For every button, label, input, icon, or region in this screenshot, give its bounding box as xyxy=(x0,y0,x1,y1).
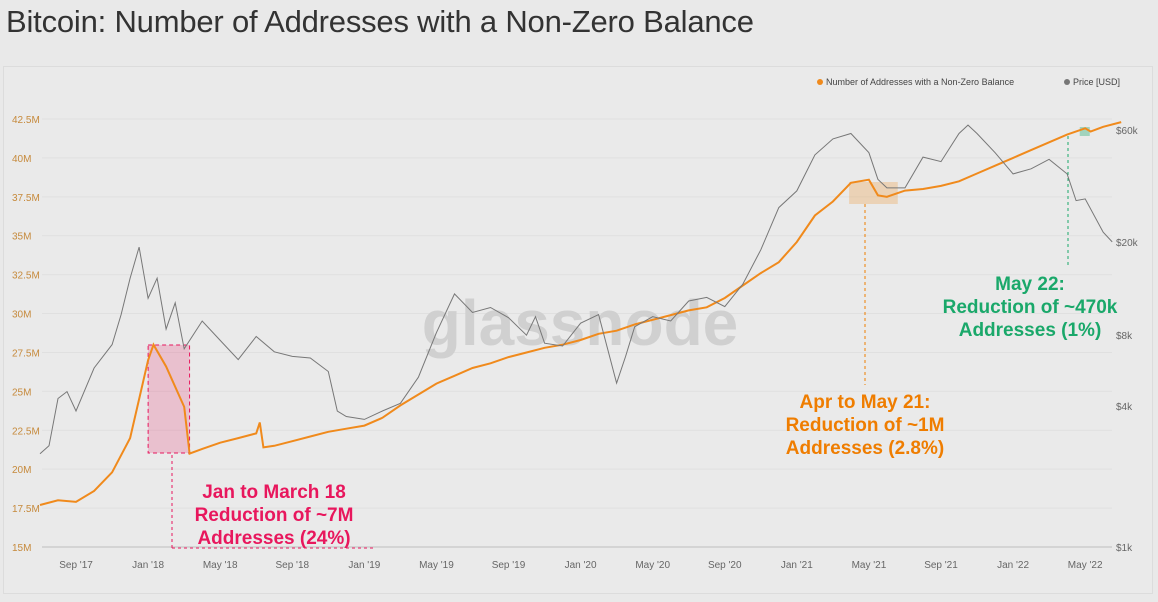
left-axis-tick-label: 27.5M xyxy=(12,348,40,359)
x-axis-tick-label: May '20 xyxy=(635,560,670,571)
annotation-text: Addresses (24%) xyxy=(197,528,350,549)
series-line-price xyxy=(39,124,1113,455)
x-axis-tick-label: Jan '21 xyxy=(781,560,813,571)
annotation-text: Reduction of ~7M xyxy=(195,505,354,526)
x-axis-tick-label: Sep '18 xyxy=(275,560,309,571)
x-axis-tick-label: Sep '19 xyxy=(492,560,526,571)
annotation-text: Reduction of ~1M xyxy=(786,415,945,436)
right-axis-tick-label: $4k xyxy=(1116,402,1133,413)
left-axis-tick-label: 40M xyxy=(12,154,31,165)
highlight-box-jan-mar-18 xyxy=(147,344,191,454)
annotation-text: Reduction of ~470k xyxy=(943,297,1118,318)
left-axis-tick-label: 20M xyxy=(12,465,31,476)
right-axis-tick-label: $20k xyxy=(1116,238,1139,249)
x-axis-tick-label: May '19 xyxy=(419,560,454,571)
right-axis-tick-label: $60k xyxy=(1116,126,1139,137)
left-axis-tick-label: 35M xyxy=(12,232,31,243)
x-axis-tick-label: Sep '17 xyxy=(59,560,93,571)
legend-label: Number of Addresses with a Non-Zero Bala… xyxy=(826,77,1014,87)
legend-label: Price [USD] xyxy=(1073,77,1120,87)
annotation-text: Apr to May 21: xyxy=(800,392,931,413)
left-axis-tick-label: 15M xyxy=(12,543,31,554)
series-line-addresses xyxy=(39,121,1122,506)
left-axis-tick-label: 32.5M xyxy=(12,271,40,282)
highlight-box-may-22 xyxy=(1079,127,1090,136)
watermark-logo: glassnode xyxy=(422,287,739,359)
left-axis-tick-label: 37.5M xyxy=(12,193,40,204)
chart-panel xyxy=(3,66,1153,594)
x-axis-tick-label: May '22 xyxy=(1068,560,1103,571)
x-axis-tick-label: Jan '20 xyxy=(565,560,597,571)
x-axis-tick-label: Sep '20 xyxy=(708,560,742,571)
left-axis-tick-label: 25M xyxy=(12,387,31,398)
page-title: Bitcoin: Number of Addresses with a Non-… xyxy=(6,4,754,39)
legend-marker xyxy=(817,79,823,85)
x-axis-tick-label: May '21 xyxy=(852,560,887,571)
x-axis-tick-label: Jan '18 xyxy=(132,560,164,571)
x-axis-tick-label: Sep '21 xyxy=(924,560,958,571)
legend-marker xyxy=(1064,79,1070,85)
right-axis-tick-label: $8k xyxy=(1116,331,1133,342)
annotation-text: May 22: xyxy=(995,274,1065,295)
left-axis-tick-label: 22.5M xyxy=(12,426,40,437)
annotation-text: Addresses (2.8%) xyxy=(786,438,944,459)
left-axis-tick-label: 30M xyxy=(12,310,31,321)
left-axis-tick-label: 17.5M xyxy=(12,504,40,515)
x-axis-tick-label: Jan '22 xyxy=(997,560,1029,571)
annotation-text: Addresses (1%) xyxy=(959,320,1102,341)
highlight-box-apr-may-21 xyxy=(849,182,898,204)
left-axis-tick-label: 42.5M xyxy=(12,115,40,126)
annotation-text: Jan to March 18 xyxy=(202,482,346,503)
x-axis-tick-label: May '18 xyxy=(203,560,238,571)
right-axis-tick-label: $1k xyxy=(1116,543,1133,554)
x-axis-tick-label: Jan '19 xyxy=(348,560,380,571)
